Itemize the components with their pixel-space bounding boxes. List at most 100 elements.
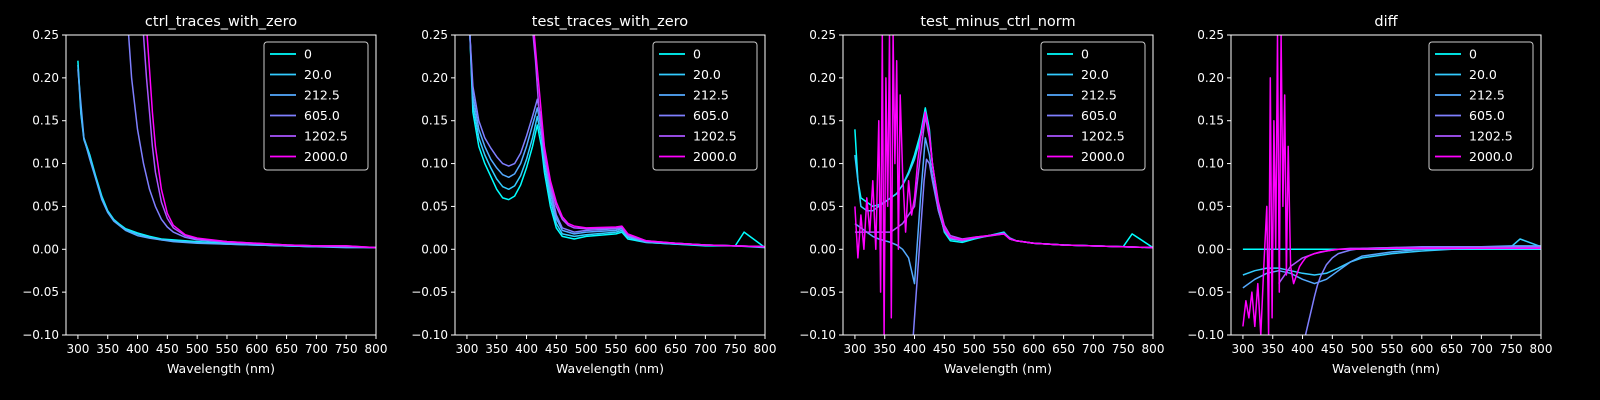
series-line-2000.0 — [533, 35, 765, 248]
legend-label: 1202.5 — [693, 129, 737, 144]
chart-title: diff — [1374, 14, 1398, 30]
x-tick-label: 750 — [335, 342, 358, 356]
legend-label: 605.0 — [304, 108, 340, 123]
y-tick-label: 0.20 — [421, 71, 448, 85]
y-tick-label: −0.05 — [22, 285, 59, 299]
chart-title: test_traces_with_zero — [532, 14, 689, 30]
y-tick-label: −0.10 — [799, 328, 836, 342]
x-tick-label: 800 — [1142, 342, 1165, 356]
y-tick-label: 0.00 — [1197, 242, 1224, 256]
plot-frame — [1230, 34, 1542, 336]
y-tick-label: 0.20 — [1197, 71, 1224, 85]
y-tick-label: 0.10 — [421, 157, 448, 171]
x-tick-label: 300 — [66, 342, 89, 356]
series-line-2000.0 — [1242, 35, 1541, 335]
legend-label: 2000.0 — [304, 149, 348, 164]
y-tick-label: −0.05 — [1187, 285, 1224, 299]
x-axis-label: Wavelength (nm) — [167, 361, 275, 376]
y-tick-label: 0.00 — [809, 242, 836, 256]
y-tick-label: 0.10 — [809, 157, 836, 171]
legend: 0 20.0 212.5 605.0 1202.5 2000.0 — [1040, 41, 1146, 171]
x-tick-label: 350 — [1261, 342, 1284, 356]
chart-title: ctrl_traces_with_zero — [145, 14, 297, 30]
plot-frame — [454, 34, 766, 336]
x-tick-label: 500 — [963, 342, 986, 356]
x-tick-label: 750 — [1500, 342, 1523, 356]
legend-label: 605.0 — [693, 108, 729, 123]
x-tick-label: 800 — [365, 342, 388, 356]
x-tick-label: 550 — [605, 342, 628, 356]
y-tick-label: 0.15 — [32, 114, 59, 128]
x-tick-label: 650 — [1052, 342, 1075, 356]
x-tick-label: 350 — [873, 342, 896, 356]
y-tick-label: 0.20 — [32, 71, 59, 85]
x-tick-label: 600 — [1022, 342, 1045, 356]
x-tick-label: 400 — [903, 342, 926, 356]
x-axis-label: Wavelength (nm) — [556, 361, 664, 376]
series-line-20.0 — [469, 35, 765, 249]
x-tick-label: 600 — [634, 342, 657, 356]
x-axis-label: Wavelength (nm) — [944, 361, 1052, 376]
x-tick-label: 450 — [545, 342, 568, 356]
x-tick-label: 650 — [275, 342, 298, 356]
legend-label: 212.5 — [1081, 88, 1117, 103]
x-tick-label: 400 — [1291, 342, 1314, 356]
legend-label: 20.0 — [693, 67, 721, 82]
x-tick-label: 800 — [1530, 342, 1553, 356]
x-tick-label: 700 — [1082, 342, 1105, 356]
y-tick-label: 0.05 — [32, 199, 59, 213]
y-tick-label: −0.05 — [411, 285, 448, 299]
legend-label: 2000.0 — [1081, 149, 1125, 164]
legend-label: 0 — [1469, 47, 1477, 62]
x-tick-label: 350 — [96, 342, 119, 356]
y-tick-label: 0.05 — [1197, 199, 1224, 213]
y-tick-label: 0.25 — [1197, 28, 1224, 42]
x-tick-label: 450 — [933, 342, 956, 356]
y-tick-label: 0.20 — [809, 71, 836, 85]
chart-panel-4: 300 350 400 450 500 550 600 650 700 750 800 −0.10 −0… — [1187, 14, 1552, 376]
series-line-2000.0 — [146, 35, 376, 249]
legend-label: 20.0 — [304, 67, 332, 82]
y-tick-label: −0.10 — [22, 328, 59, 342]
legend-label: 20.0 — [1469, 67, 1497, 82]
chart-panel-2: 300 350 400 450 500 550 600 650 700 750 800 −0.10 −0… — [411, 14, 776, 376]
x-tick-label: 550 — [1381, 342, 1404, 356]
x-tick-label: 500 — [575, 342, 598, 356]
legend-label: 1202.5 — [1081, 129, 1125, 144]
legend-label: 0 — [1081, 47, 1089, 62]
legend-label: 2000.0 — [693, 149, 737, 164]
legend-label: 20.0 — [1081, 67, 1109, 82]
x-tick-label: 700 — [1470, 342, 1493, 356]
plot-frame — [842, 34, 1154, 336]
chart-title: test_minus_ctrl_norm — [920, 14, 1075, 30]
y-tick-label: 0.25 — [32, 28, 59, 42]
x-tick-label: 750 — [1112, 342, 1135, 356]
y-tick-label: 0.05 — [421, 199, 448, 213]
series-group — [77, 35, 376, 249]
y-tick-label: 0.15 — [1197, 114, 1224, 128]
x-tick-label: 450 — [1321, 342, 1344, 356]
x-tick-label: 500 — [1351, 342, 1374, 356]
x-tick-label: 700 — [694, 342, 717, 356]
series-line-2000.0 — [854, 35, 1153, 335]
legend-label: 212.5 — [1469, 88, 1505, 103]
y-tick-label: −0.10 — [411, 328, 448, 342]
x-tick-label: 400 — [126, 342, 149, 356]
x-tick-label: 600 — [245, 342, 268, 356]
legend-label: 212.5 — [304, 88, 340, 103]
legend: 0 20.0 212.5 605.0 1202.5 2000.0 — [263, 41, 369, 171]
chart-panel-3: 300 350 400 450 500 550 600 650 700 750 800 −0.10 −0… — [799, 14, 1164, 376]
legend-label: 212.5 — [693, 88, 729, 103]
x-tick-label: 800 — [754, 342, 777, 356]
y-tick-label: −0.05 — [799, 285, 836, 299]
legend-label: 0 — [693, 47, 701, 62]
y-tick-label: 0.15 — [809, 114, 836, 128]
x-tick-label: 650 — [664, 342, 687, 356]
x-tick-label: 350 — [485, 342, 508, 356]
y-tick-label: 0.15 — [421, 114, 448, 128]
legend-label: 0 — [304, 47, 312, 62]
y-tick-label: 0.25 — [421, 28, 448, 42]
x-tick-label: 300 — [1231, 342, 1254, 356]
legend: 0 20.0 212.5 605.0 1202.5 2000.0 — [1428, 41, 1534, 171]
